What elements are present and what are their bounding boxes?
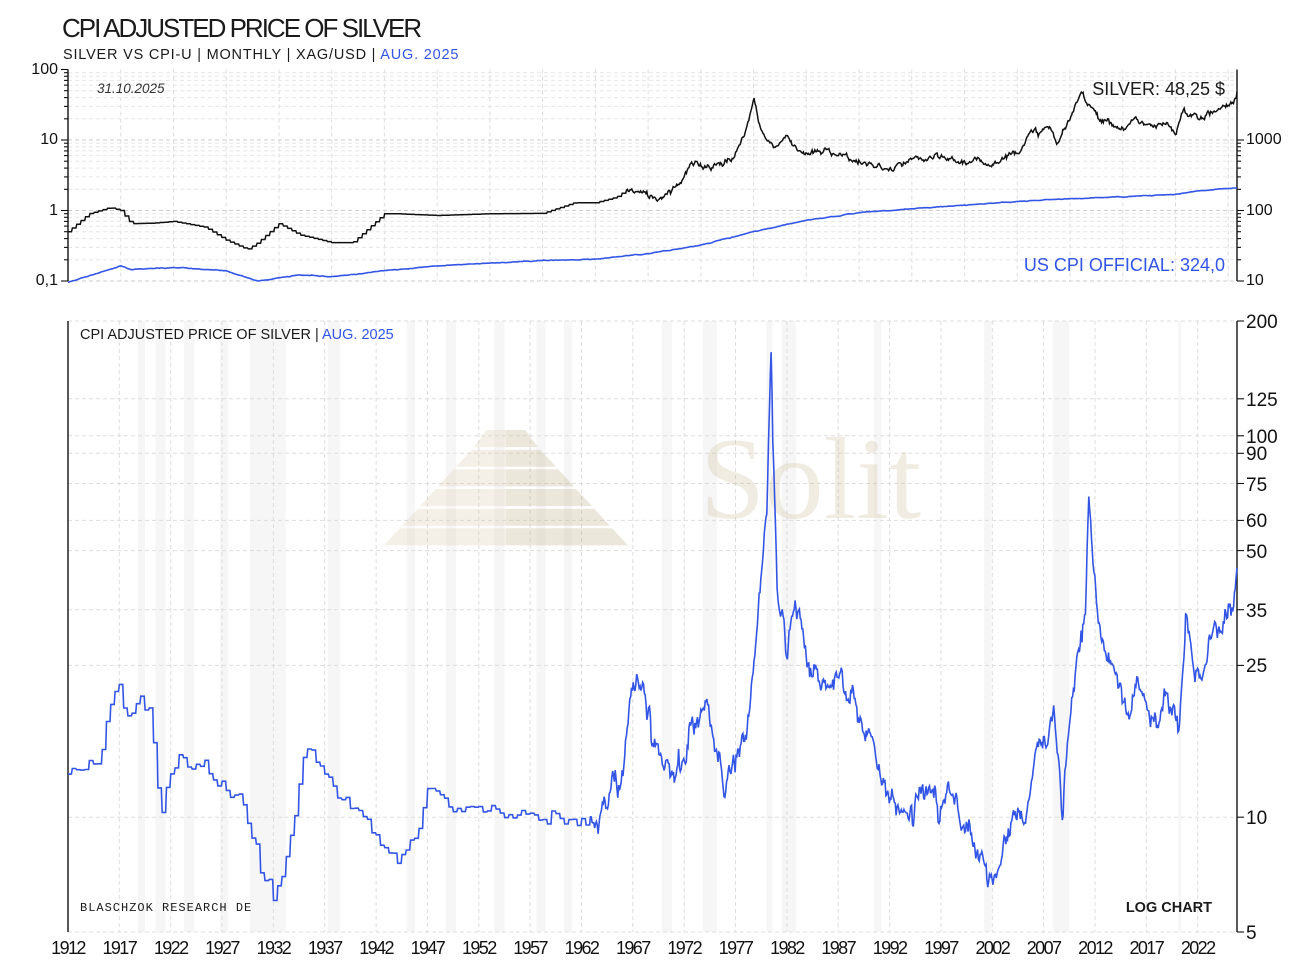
svg-text:Solit: Solit: [700, 415, 921, 544]
